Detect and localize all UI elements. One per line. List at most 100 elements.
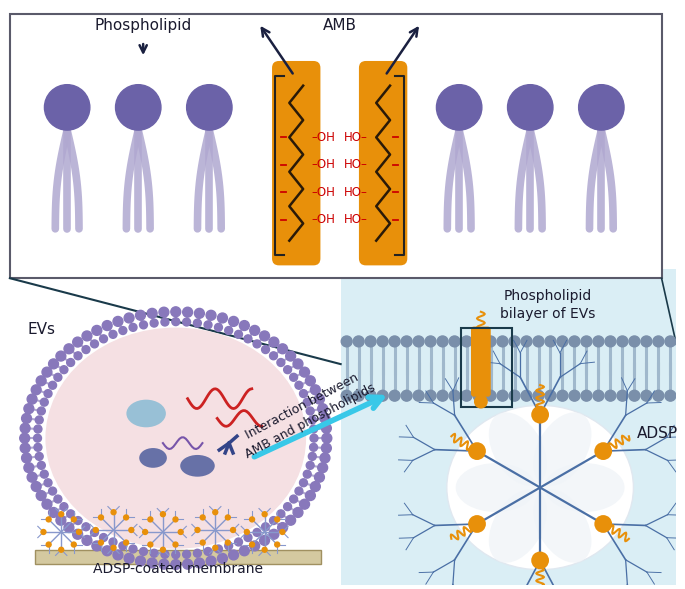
Circle shape [401, 391, 412, 401]
Circle shape [21, 423, 30, 433]
Bar [34, 550, 321, 564]
Circle shape [229, 316, 238, 326]
Circle shape [82, 535, 92, 545]
Circle shape [320, 413, 330, 423]
Circle shape [413, 391, 424, 401]
Circle shape [244, 534, 252, 541]
Circle shape [290, 373, 297, 381]
Circle shape [109, 330, 117, 338]
Circle shape [32, 385, 41, 395]
Circle shape [593, 391, 604, 401]
Circle shape [269, 530, 279, 539]
Circle shape [314, 472, 325, 482]
Circle shape [140, 321, 147, 329]
Circle shape [54, 373, 62, 381]
Circle shape [532, 406, 549, 423]
Circle shape [310, 434, 318, 442]
Text: HO–: HO– [344, 131, 367, 144]
Circle shape [136, 556, 145, 566]
Text: EVs: EVs [27, 322, 55, 337]
Circle shape [183, 307, 192, 317]
Ellipse shape [489, 412, 547, 486]
Circle shape [377, 391, 388, 401]
Circle shape [581, 391, 592, 401]
Circle shape [99, 540, 103, 545]
Circle shape [42, 367, 52, 377]
Circle shape [35, 452, 43, 461]
Circle shape [204, 321, 212, 329]
Circle shape [293, 359, 303, 369]
Circle shape [111, 545, 116, 550]
Circle shape [250, 541, 260, 551]
Circle shape [148, 517, 153, 522]
Circle shape [275, 542, 279, 547]
Circle shape [579, 85, 624, 130]
Circle shape [124, 313, 134, 323]
Circle shape [22, 453, 32, 463]
Circle shape [161, 550, 169, 558]
Circle shape [389, 391, 400, 401]
Text: –OH: –OH [312, 213, 336, 226]
Text: ADSP-coated membrane: ADSP-coated membrane [92, 562, 263, 577]
Circle shape [34, 425, 42, 433]
Circle shape [425, 336, 436, 347]
Circle shape [545, 336, 556, 347]
Bar [461, 327, 512, 406]
Circle shape [36, 491, 46, 501]
Bar [340, 269, 676, 585]
Circle shape [365, 336, 376, 347]
Circle shape [99, 534, 108, 541]
Ellipse shape [533, 489, 591, 562]
Circle shape [93, 528, 98, 532]
Circle shape [64, 522, 74, 532]
Circle shape [280, 530, 285, 534]
Circle shape [49, 381, 57, 389]
Circle shape [437, 336, 448, 347]
Circle shape [40, 470, 48, 478]
Circle shape [66, 359, 75, 366]
Circle shape [269, 337, 279, 347]
Circle shape [225, 515, 230, 520]
Circle shape [286, 515, 296, 525]
Circle shape [124, 554, 134, 563]
Circle shape [322, 434, 332, 443]
Circle shape [99, 335, 108, 343]
Circle shape [21, 443, 30, 453]
Circle shape [173, 542, 178, 547]
Circle shape [234, 538, 242, 546]
Circle shape [124, 540, 129, 545]
Circle shape [461, 391, 472, 401]
Circle shape [270, 517, 277, 525]
Circle shape [178, 530, 183, 534]
Circle shape [321, 423, 332, 433]
Circle shape [56, 351, 66, 361]
Circle shape [595, 442, 612, 460]
Circle shape [214, 323, 223, 331]
Circle shape [306, 407, 314, 415]
Circle shape [320, 453, 330, 463]
Circle shape [36, 376, 46, 386]
Circle shape [171, 560, 181, 570]
Circle shape [109, 538, 117, 546]
Text: AMB: AMB [323, 18, 357, 33]
Circle shape [240, 320, 249, 330]
Circle shape [473, 336, 484, 347]
Ellipse shape [45, 327, 306, 549]
Circle shape [437, 391, 448, 401]
Circle shape [569, 336, 580, 347]
Circle shape [90, 340, 99, 348]
Circle shape [275, 517, 279, 522]
Circle shape [308, 452, 316, 461]
Ellipse shape [139, 448, 167, 468]
Circle shape [195, 558, 204, 568]
Circle shape [244, 335, 252, 343]
Circle shape [27, 472, 37, 482]
Circle shape [49, 487, 57, 495]
Circle shape [54, 495, 62, 503]
Text: Phospholipid
bilayer of EVs: Phospholipid bilayer of EVs [500, 289, 596, 321]
Circle shape [142, 530, 148, 534]
Circle shape [92, 326, 102, 335]
Circle shape [314, 394, 325, 404]
Circle shape [150, 319, 158, 327]
Circle shape [284, 502, 292, 511]
